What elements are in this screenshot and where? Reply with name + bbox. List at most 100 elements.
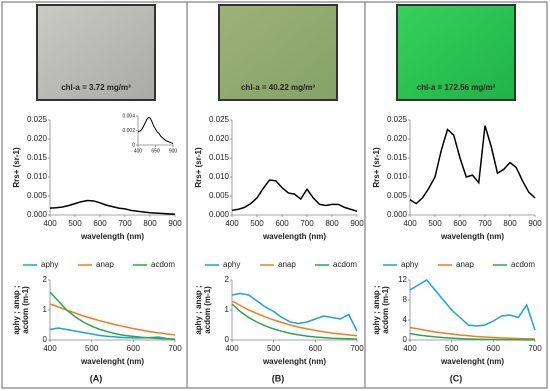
- x-axis-label: wavelenght (nm): [440, 357, 504, 366]
- y-tick-label: 0.000: [387, 210, 408, 219]
- x-tick-label: 400: [225, 344, 239, 353]
- x-tick-label: 600: [93, 219, 107, 228]
- x-tick-label: 700: [350, 344, 364, 353]
- photo-label: chl-a = 172.56 mg/m³: [417, 83, 496, 92]
- y-axis-label: Rrs+ (sr-1): [194, 147, 203, 188]
- y-axis-label: acdom (m-1): [381, 286, 390, 334]
- panel-label: (C): [450, 373, 463, 383]
- photo: [396, 4, 516, 101]
- photo: [36, 4, 156, 101]
- y-tick-label: 0.010: [27, 172, 48, 181]
- panel-label: (B): [272, 373, 285, 383]
- series-line: [231, 179, 358, 212]
- x-tick-label: 500: [68, 219, 82, 228]
- y-axis-label: acdom (m-1): [21, 286, 30, 334]
- y-tick-label: 4: [403, 315, 408, 324]
- x-tick-label: 500: [428, 219, 442, 228]
- series-line: [49, 291, 176, 340]
- y-tick-label: 0.004: [122, 113, 135, 119]
- x-tick-label: 600: [275, 219, 289, 228]
- y-tick-label: 0.020: [27, 134, 48, 143]
- legend-label: anap: [456, 260, 474, 269]
- series-line: [49, 327, 176, 341]
- x-tick-label: 500: [85, 344, 99, 353]
- y-tick-label: 2: [225, 275, 230, 284]
- y-tick-label: 0.025: [387, 115, 408, 124]
- x-tick-label: 500: [250, 219, 264, 228]
- y-axis-label: aphy ; anap ;: [194, 285, 203, 334]
- y-tick-label: 0.010: [209, 172, 230, 181]
- x-tick-label: 400: [403, 344, 417, 353]
- y-tick-label: 1: [43, 305, 48, 314]
- y-tick-label: 0.005: [27, 191, 48, 200]
- legend-label: aphy: [223, 260, 240, 269]
- x-tick-label: 900: [169, 148, 178, 154]
- y-tick-label: 0.000: [209, 210, 230, 219]
- series-line: [231, 300, 358, 337]
- y-axis-label: acdom (m-1): [203, 286, 212, 334]
- series-line: [409, 125, 536, 205]
- series-line: [409, 279, 536, 331]
- x-tick-label: 500: [267, 344, 281, 353]
- y-tick-label: 0.005: [387, 191, 408, 200]
- y-tick-label: 8: [403, 295, 408, 304]
- x-tick-label: 400: [43, 219, 57, 228]
- x-tick-label: 900: [528, 219, 542, 228]
- y-tick-label: 0.015: [27, 153, 48, 162]
- y-axis-label: Rrs+ (sr-1): [372, 147, 381, 188]
- x-axis-label: wavelength (nm): [80, 232, 144, 241]
- legend-label: anap: [96, 260, 114, 269]
- legend-label: aphy: [41, 260, 58, 269]
- x-tick-label: 700: [118, 219, 132, 228]
- y-tick-label: 0.025: [27, 115, 48, 124]
- y-tick-label: 0.015: [387, 153, 408, 162]
- x-tick-label: 400: [134, 148, 143, 154]
- y-axis-label: aphy ; anap ;: [372, 285, 381, 334]
- y-tick-label: 0: [225, 335, 230, 344]
- series-line: [409, 326, 536, 340]
- x-tick-label: 650: [151, 148, 160, 154]
- x-tick-label: 700: [528, 344, 542, 353]
- x-tick-label: 900: [350, 219, 364, 228]
- x-tick-label: 800: [503, 219, 517, 228]
- x-tick-label: 400: [403, 219, 417, 228]
- photo-label: chl-a = 40.22 mg/m³: [241, 83, 315, 92]
- series-line: [137, 116, 174, 145]
- x-tick-label: 400: [225, 219, 239, 228]
- x-axis-label: wavelenght (nm): [80, 357, 144, 366]
- y-axis-label: aphy ; anap ;: [12, 285, 21, 334]
- y-tick-label: 0.010: [387, 172, 408, 181]
- x-tick-label: 600: [309, 344, 323, 353]
- y-tick-label: 0.002: [122, 128, 135, 134]
- legend-label: acdom: [333, 260, 357, 269]
- legend-label: acdom: [151, 260, 175, 269]
- y-tick-label: 0.020: [387, 134, 408, 143]
- y-tick-label: 0.000: [27, 210, 48, 219]
- x-tick-label: 700: [168, 344, 182, 353]
- legend-label: aphy: [401, 260, 418, 269]
- panel-label: (A): [90, 373, 103, 383]
- x-tick-label: 800: [325, 219, 339, 228]
- y-tick-label: 0.005: [209, 191, 230, 200]
- y-tick-label: 1: [225, 305, 230, 314]
- y-tick-label: 2: [43, 275, 48, 284]
- legend-label: anap: [278, 260, 296, 269]
- series-line: [49, 303, 176, 336]
- x-axis-label: wavelength (nm): [440, 232, 504, 241]
- x-tick-label: 600: [487, 344, 501, 353]
- x-tick-label: 900: [168, 219, 182, 228]
- y-tick-label: 0.020: [209, 134, 230, 143]
- x-tick-label: 600: [453, 219, 467, 228]
- legend-label: acdom: [511, 260, 535, 269]
- x-tick-label: 700: [478, 219, 492, 228]
- y-tick-label: 0.015: [209, 153, 230, 162]
- x-axis-label: wavelenght (nm): [262, 357, 326, 366]
- x-tick-label: 400: [43, 344, 57, 353]
- y-axis-label: Rrs+ (sr-1): [12, 147, 21, 188]
- series-line: [231, 292, 358, 332]
- photo: [218, 4, 338, 101]
- x-tick-label: 800: [143, 219, 157, 228]
- series-line: [409, 332, 536, 341]
